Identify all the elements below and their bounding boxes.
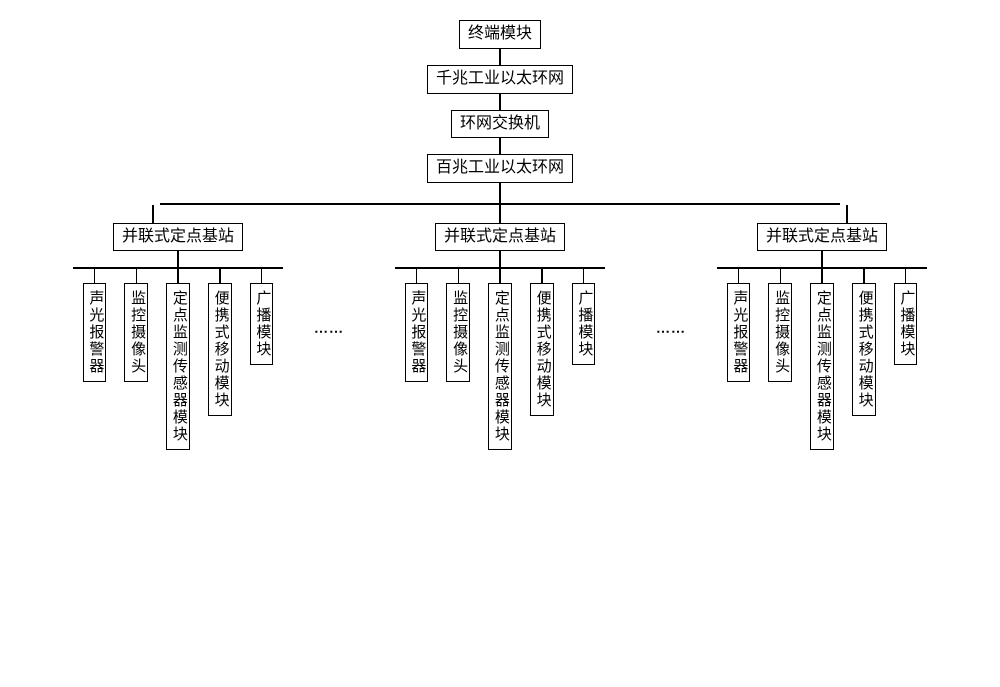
node-ring-switch: 环网交换机 — [451, 110, 549, 139]
station-group: 并联式定点基站 声光报警器 监控摄像头 定点监测传感器模块 便携式移动模块 广播… — [684, 205, 960, 450]
connector — [152, 205, 154, 223]
connector — [905, 269, 907, 283]
connector — [499, 49, 501, 65]
leaf-alarm: 声光报警器 — [727, 283, 751, 382]
leaf-mobile: 便携式移动模块 — [530, 283, 554, 416]
connector — [499, 251, 501, 267]
connector — [499, 138, 501, 154]
leaf-col: 便携式移动模块 — [530, 269, 554, 416]
leaf-col: 声光报警器 — [83, 269, 107, 382]
leaf-col: 声光报警器 — [405, 269, 429, 382]
connector — [177, 269, 179, 283]
connector — [499, 205, 501, 223]
connector — [458, 269, 460, 283]
connector — [821, 251, 823, 267]
leaf-col: 声光报警器 — [727, 269, 751, 382]
leaf-col: 广播模块 — [894, 269, 918, 365]
leaf-col: 定点监测传感器模块 — [810, 269, 834, 450]
connector — [738, 269, 740, 283]
connector — [821, 269, 823, 283]
connector — [583, 269, 585, 283]
connector — [499, 269, 501, 283]
connector — [780, 269, 782, 283]
node-station: 并联式定点基站 — [435, 223, 565, 252]
connector — [136, 269, 138, 283]
leaf-broadcast: 广播模块 — [572, 283, 596, 365]
leaf-col: 便携式移动模块 — [208, 269, 232, 416]
ellipsis: ⋯⋯ — [306, 324, 352, 341]
connector — [94, 269, 96, 283]
leaf-row: 声光报警器 监控摄像头 定点监测传感器模块 便携式移动模块 广播模块 — [83, 269, 274, 450]
leaf-camera: 监控摄像头 — [768, 283, 792, 382]
connector — [541, 269, 543, 283]
node-terminal-module: 终端模块 — [459, 20, 541, 49]
leaf-col: 监控摄像头 — [446, 269, 470, 382]
connector — [863, 269, 865, 283]
station-group: 并联式定点基站 声光报警器 监控摄像头 定点监测传感器模块 便携式移动模块 广播… — [40, 205, 316, 450]
node-100m-ring: 百兆工业以太环网 — [427, 154, 573, 183]
connector — [261, 269, 263, 283]
connector — [846, 205, 848, 223]
connector — [416, 269, 418, 283]
connector — [499, 183, 501, 203]
leaf-sensor: 定点监测传感器模块 — [488, 283, 512, 450]
node-station: 并联式定点基站 — [757, 223, 887, 252]
ellipsis: ⋯⋯ — [648, 324, 694, 341]
leaf-col: 便携式移动模块 — [852, 269, 876, 416]
leaf-camera: 监控摄像头 — [124, 283, 148, 382]
leaf-sensor: 定点监测传感器模块 — [810, 283, 834, 450]
leaf-col: 监控摄像头 — [768, 269, 792, 382]
leaf-row: 声光报警器 监控摄像头 定点监测传感器模块 便携式移动模块 广播模块 — [727, 269, 918, 450]
leaf-alarm: 声光报警器 — [83, 283, 107, 382]
leaf-row: 声光报警器 监控摄像头 定点监测传感器模块 便携式移动模块 广播模块 — [405, 269, 596, 450]
leaf-camera: 监控摄像头 — [446, 283, 470, 382]
node-station: 并联式定点基站 — [113, 223, 243, 252]
connector — [499, 94, 501, 110]
leaf-col: 监控摄像头 — [124, 269, 148, 382]
leaf-mobile: 便携式移动模块 — [208, 283, 232, 416]
leaf-sensor: 定点监测传感器模块 — [166, 283, 190, 450]
leaf-col: 广播模块 — [250, 269, 274, 365]
connector — [177, 251, 179, 267]
node-gigabit-ring: 千兆工业以太环网 — [427, 65, 573, 94]
leaf-col: 定点监测传感器模块 — [488, 269, 512, 450]
station-group: 并联式定点基站 声光报警器 监控摄像头 定点监测传感器模块 便携式移动模块 广播… — [362, 205, 638, 450]
leaf-col: 广播模块 — [572, 269, 596, 365]
connector — [219, 269, 221, 283]
leaf-broadcast: 广播模块 — [894, 283, 918, 365]
leaf-broadcast: 广播模块 — [250, 283, 274, 365]
leaf-col: 定点监测传感器模块 — [166, 269, 190, 450]
station-bus: 并联式定点基站 声光报警器 监控摄像头 定点监测传感器模块 便携式移动模块 广播… — [40, 203, 960, 450]
leaf-mobile: 便携式移动模块 — [852, 283, 876, 416]
leaf-alarm: 声光报警器 — [405, 283, 429, 382]
diagram-root: 终端模块 千兆工业以太环网 环网交换机 百兆工业以太环网 并联式定点基站 声光报… — [20, 20, 980, 450]
